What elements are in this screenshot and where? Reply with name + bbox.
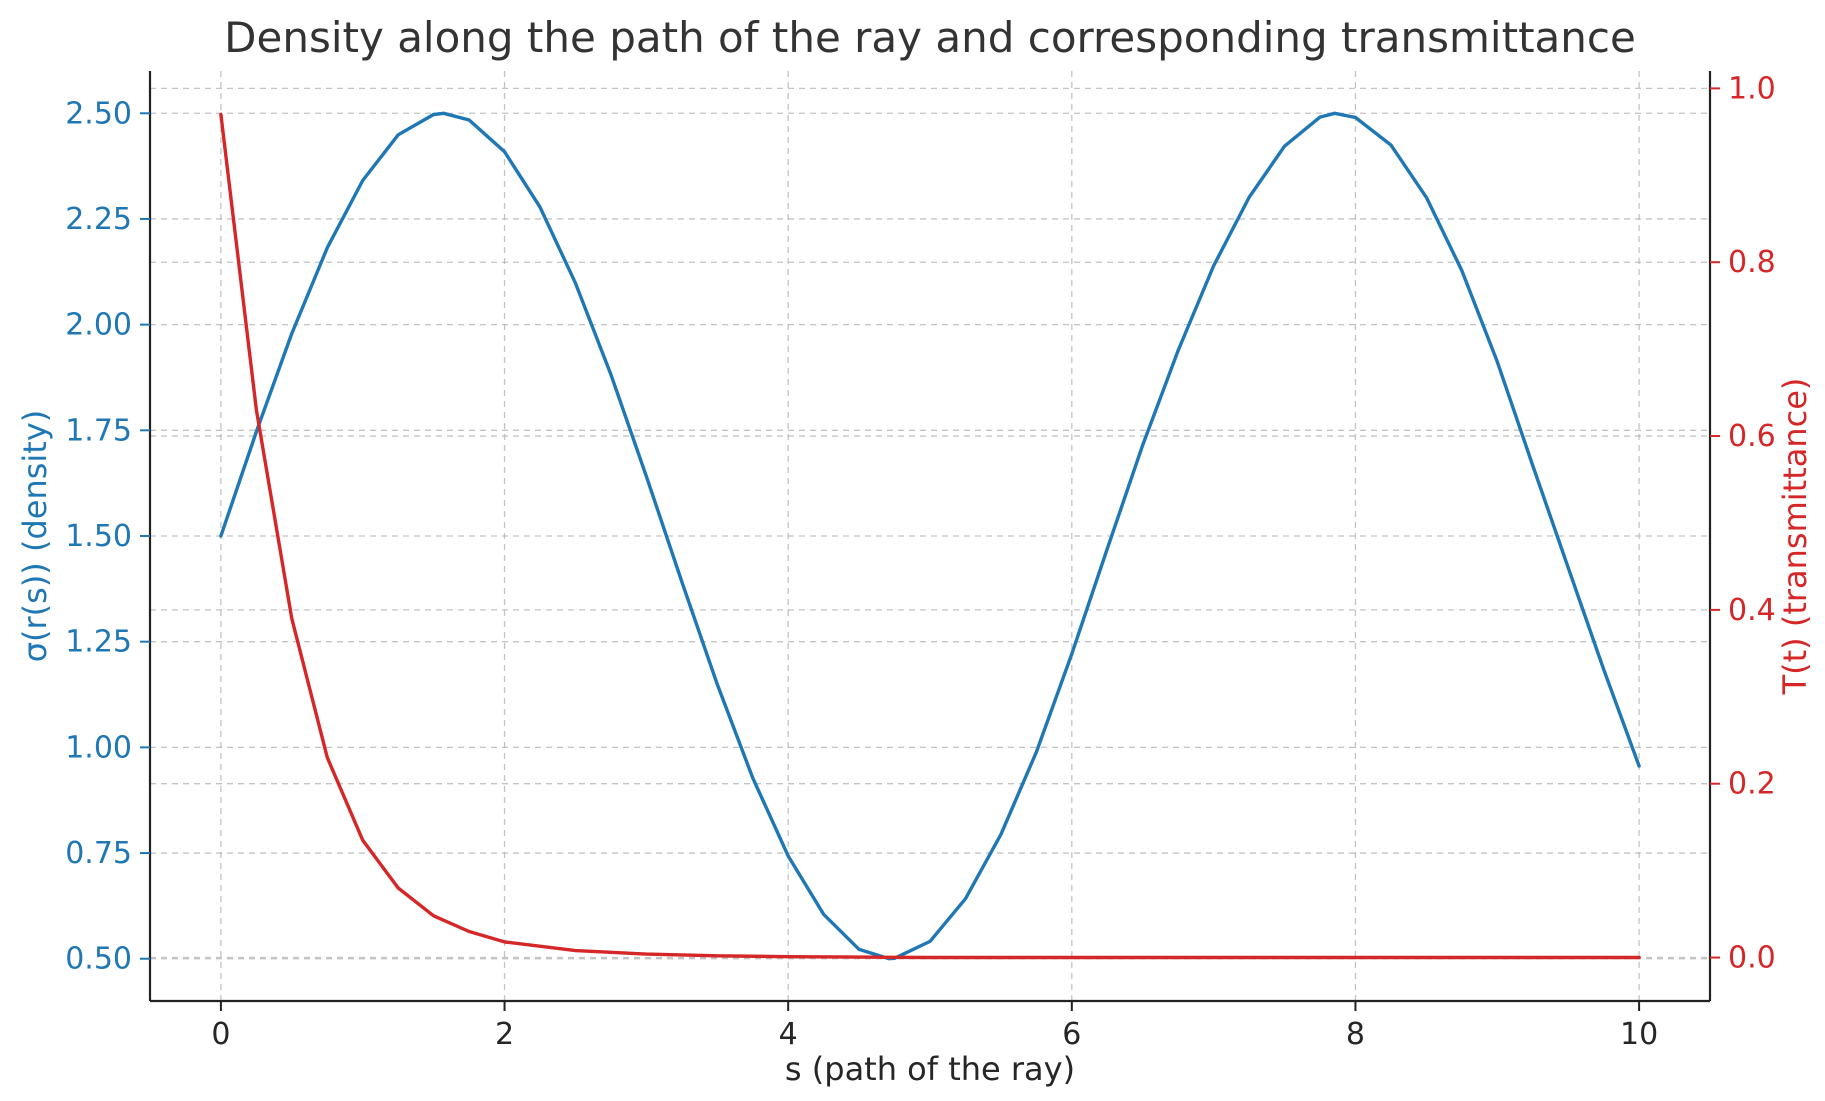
- y-left-tick-label-5: 1.75: [65, 413, 132, 448]
- ticks: 0 2 4 6 8 10 0.50 0.75 1.00 1.25 1.50 1.75 2.00 2.25 2…: [65, 71, 1776, 1052]
- series-layer: [219, 111, 1641, 961]
- x-tick-label-5: 10: [1620, 1017, 1658, 1052]
- y-left-tick-label-3: 1.25: [65, 625, 132, 660]
- y-right-tick-label-3: 0.6: [1728, 419, 1776, 454]
- y-right-tick-label-5: 1.0: [1728, 71, 1776, 106]
- x-tick-label-3: 6: [1062, 1017, 1081, 1052]
- x-tick-label-1: 2: [495, 1017, 514, 1052]
- y-left-tick-label-2: 1.00: [65, 730, 132, 765]
- y-axis-left-label: σ(r(s)) (density): [16, 410, 54, 663]
- y-right-tick-label-0: 0.0: [1728, 941, 1776, 976]
- y-right-tick-label-2: 0.4: [1728, 593, 1776, 628]
- y-right-tick-label-4: 0.8: [1728, 245, 1776, 280]
- x-axis-label: s (path of the ray): [785, 1050, 1075, 1088]
- series-line-right: [219, 112, 1641, 960]
- y-left-tick-label-7: 2.25: [65, 202, 132, 237]
- y-left-tick-label-4: 1.50: [65, 519, 132, 554]
- y-left-tick-label-0: 0.50: [65, 942, 132, 977]
- chart-title: Density along the path of the ray and co…: [224, 13, 1636, 62]
- series-line-left: [219, 111, 1641, 961]
- y-right-tick-label-1: 0.2: [1728, 767, 1776, 802]
- y-left-tick-label-8: 2.50: [65, 96, 132, 131]
- y-axis-right-label: T(t) (transmittance): [1776, 378, 1814, 696]
- x-tick-label-4: 8: [1346, 1017, 1365, 1052]
- y-left-tick-label-6: 2.00: [65, 308, 132, 343]
- x-tick-label-0: 0: [211, 1017, 230, 1052]
- x-tick-label-2: 4: [779, 1017, 798, 1052]
- y-left-tick-label-1: 0.75: [65, 836, 132, 871]
